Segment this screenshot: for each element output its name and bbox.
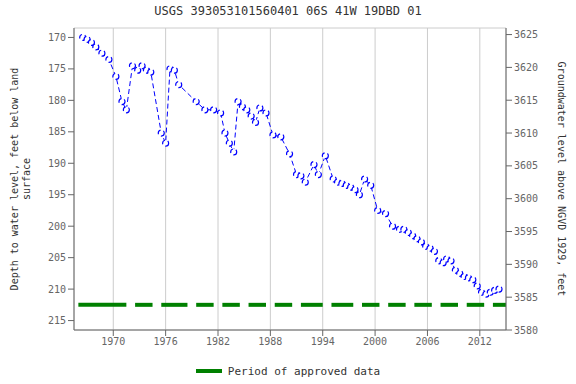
svg-text:1982: 1982 bbox=[206, 336, 230, 347]
svg-text:3580: 3580 bbox=[514, 325, 538, 336]
svg-text:205: 205 bbox=[48, 252, 66, 263]
svg-text:3620: 3620 bbox=[514, 62, 538, 73]
svg-text:170: 170 bbox=[48, 32, 66, 43]
svg-text:1970: 1970 bbox=[101, 336, 125, 347]
svg-text:3605: 3605 bbox=[514, 160, 538, 171]
svg-text:2012: 2012 bbox=[468, 336, 492, 347]
svg-text:1976: 1976 bbox=[154, 336, 178, 347]
svg-text:1988: 1988 bbox=[258, 336, 282, 347]
svg-text:3590: 3590 bbox=[514, 259, 538, 270]
svg-text:3585: 3585 bbox=[514, 292, 538, 303]
svg-text:Depth to water level, feet bel: Depth to water level, feet below landsur… bbox=[9, 68, 32, 291]
svg-text:3600: 3600 bbox=[514, 193, 538, 204]
svg-text:210: 210 bbox=[48, 284, 66, 295]
svg-text:185: 185 bbox=[48, 126, 66, 137]
svg-text:3610: 3610 bbox=[514, 128, 538, 139]
svg-text:190: 190 bbox=[48, 158, 66, 169]
svg-text:200: 200 bbox=[48, 221, 66, 232]
svg-text:3625: 3625 bbox=[514, 29, 538, 40]
svg-text:195: 195 bbox=[48, 189, 66, 200]
svg-text:2006: 2006 bbox=[415, 336, 439, 347]
svg-text:Groundwater level above NGVD 1: Groundwater level above NGVD 1929, feet bbox=[556, 62, 567, 297]
svg-text:215: 215 bbox=[48, 315, 66, 326]
svg-text:3595: 3595 bbox=[514, 226, 538, 237]
svg-text:3615: 3615 bbox=[514, 95, 538, 106]
svg-text:180: 180 bbox=[48, 95, 66, 106]
svg-text:1994: 1994 bbox=[311, 336, 335, 347]
svg-text:175: 175 bbox=[48, 63, 66, 74]
html-text:USGS 393053101560401 06S 41W 1: USGS 393053101560401 06S 41W 19DBD 01 bbox=[154, 4, 422, 18]
html-text:Period of approved data: Period of approved data bbox=[227, 364, 381, 378]
svg-text:2000: 2000 bbox=[363, 336, 387, 347]
